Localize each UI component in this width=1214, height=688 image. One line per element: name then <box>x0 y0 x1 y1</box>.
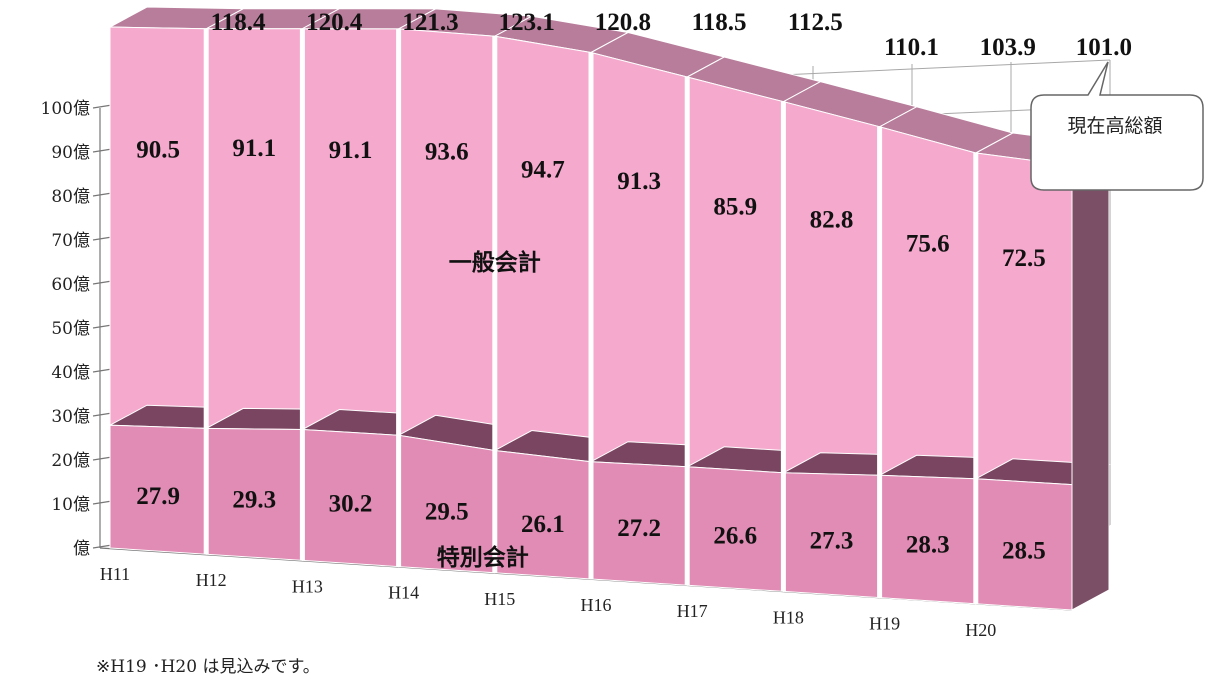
total-value-label: 110.1 <box>884 34 939 61</box>
special-value-label: 27.3 <box>810 527 854 554</box>
y-tick-label: 90億 <box>51 143 90 163</box>
y-tick-mark <box>92 456 113 461</box>
y-tick-label: 10億 <box>51 495 90 515</box>
special-value-label: 27.2 <box>617 515 661 542</box>
y-tick-mark <box>92 500 113 505</box>
general-value-label: 93.6 <box>425 139 469 166</box>
x-tick-label: H16 <box>581 595 612 615</box>
general-front-face <box>879 126 977 480</box>
y-tick-label: 40億 <box>51 363 90 383</box>
x-tick-label: H13 <box>292 576 323 596</box>
y-tick-label: 70億 <box>51 231 90 251</box>
special-value-label: 28.3 <box>906 532 950 559</box>
total-value-label: 120.8 <box>595 9 651 36</box>
general-front-face <box>398 28 496 452</box>
y-tick-label: 100億 <box>41 99 90 119</box>
y-tick-mark <box>92 192 113 197</box>
special-value-label: 30.2 <box>329 491 373 518</box>
y-tick-label: 60億 <box>51 275 90 295</box>
general-value-label: 90.5 <box>136 137 180 164</box>
ribbon-side-face <box>1071 144 1110 611</box>
y-tick-mark <box>92 368 113 373</box>
general-value-label: 82.8 <box>810 206 854 233</box>
y-tick-label: 20億 <box>51 451 90 471</box>
y-tick-label: 80億 <box>51 187 90 207</box>
value-labels: 27.9 90.5 118.4 H11 29.3 91.1 120.4 H12 30.2 91.1… <box>100 9 1132 640</box>
total-value-label: 121.3 <box>402 9 458 36</box>
general-front-face <box>301 28 400 436</box>
total-value-label: 118.4 <box>211 9 266 36</box>
general-value-label: 85.9 <box>713 194 757 221</box>
series-label-general: 一般会計 <box>449 249 541 276</box>
special-value-label: 29.3 <box>232 486 276 513</box>
special-value-label: 27.9 <box>136 483 180 510</box>
x-tick-label: H12 <box>196 570 227 590</box>
x-tick-label: H17 <box>677 601 708 621</box>
x-tick-label: H18 <box>773 607 804 627</box>
general-value-label: 91.3 <box>617 168 661 195</box>
special-value-label: 29.5 <box>425 498 469 525</box>
y-tick-mark <box>92 148 113 153</box>
total-value-label: 118.5 <box>692 9 747 36</box>
callout: 現在高総額 <box>1030 61 1204 191</box>
special-value-label: 26.1 <box>521 511 565 538</box>
series-label-special: 特別会計 <box>437 544 529 571</box>
general-value-label: 91.1 <box>329 137 373 164</box>
x-tick-label: H11 <box>100 564 130 584</box>
general-front-face <box>686 76 784 474</box>
y-tick-mark <box>92 412 113 417</box>
x-tick-label: H14 <box>388 583 419 603</box>
general-front-face <box>494 35 592 463</box>
y-axis: 億 10億 20億 30億 40億 50億 60億 70億 80億 90億 100億 <box>41 99 1073 611</box>
x-tick-label: H15 <box>484 589 515 609</box>
general-value-label: 72.5 <box>1002 245 1046 272</box>
x-tick-label: H20 <box>965 620 996 640</box>
special-value-label: 26.6 <box>713 523 757 550</box>
y-tick-label: 30億 <box>51 407 90 427</box>
general-value-label: 91.1 <box>232 135 276 162</box>
general-front-face <box>590 51 688 468</box>
total-value-label: 123.1 <box>499 9 555 36</box>
y-tick-mark <box>92 280 113 285</box>
y-tick-label: 50億 <box>51 319 90 339</box>
general-front-face <box>205 28 303 431</box>
total-value-label: 112.5 <box>788 9 843 36</box>
total-value-label: 101.0 <box>1076 34 1132 61</box>
callout-text: 現在高総額 <box>1067 115 1162 137</box>
y-tick-mark <box>92 236 113 241</box>
general-front-face <box>975 152 1073 486</box>
general-value-label: 75.6 <box>906 230 950 257</box>
general-front-face <box>782 101 881 476</box>
y-tick-label: 億 <box>73 539 90 559</box>
callout-bubble <box>1030 61 1204 191</box>
area-layer <box>108 6 1111 611</box>
total-value-label: 120.4 <box>306 9 363 36</box>
y-tick-mark <box>92 104 113 109</box>
special-value-label: 28.5 <box>1002 537 1046 564</box>
y-tick-mark <box>92 544 113 549</box>
y-tick-mark <box>92 324 113 329</box>
x-tick-label: H19 <box>869 614 900 634</box>
general-value-label: 94.7 <box>521 156 565 183</box>
footnote: ※H19 ･H20 は見込みです。 <box>96 657 320 677</box>
total-value-label: 103.9 <box>980 34 1036 61</box>
general-front-face <box>109 26 207 429</box>
